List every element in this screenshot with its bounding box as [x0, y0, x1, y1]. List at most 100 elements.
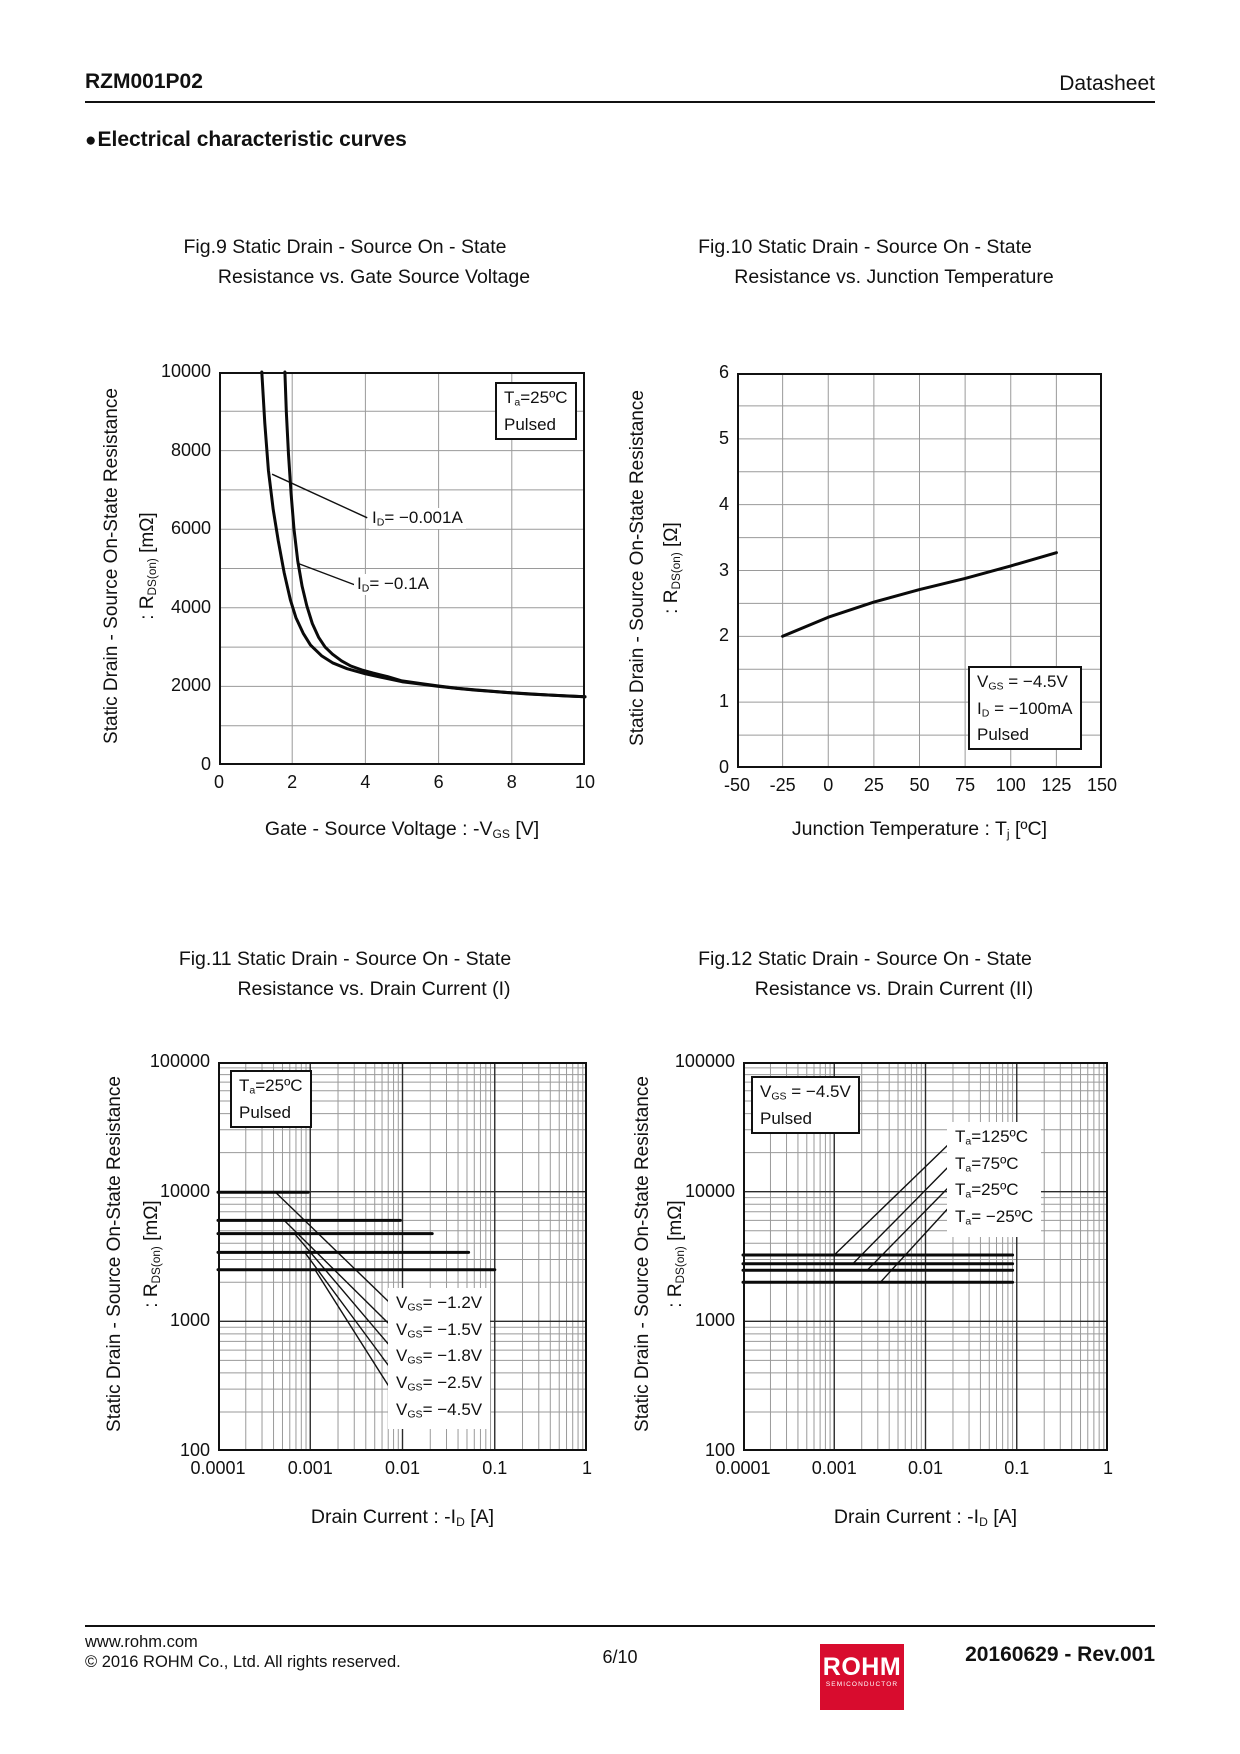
y-tick-label: 100000 — [674, 1051, 735, 1071]
x-tick-label: 150 — [1086, 775, 1118, 795]
x-tick-label: 1 — [1102, 1458, 1113, 1478]
x-tick-label: 0.01 — [907, 1458, 944, 1478]
y-tick-label: 10000 — [160, 361, 211, 381]
fig11-title: Fig.11 Static Drain - Source On - State … — [125, 944, 565, 1004]
rohm-logo-subtext: SEMICONDUCTOR — [825, 1681, 899, 1688]
chart-canvas — [216, 1062, 587, 1451]
x-tick-label: -50 — [723, 775, 750, 795]
fig9-conditions-box: Ta=25ºC Pulsed — [495, 382, 577, 440]
section-heading-text: Electrical characteristic curves — [97, 128, 407, 151]
y-tick-label: 0 — [200, 754, 211, 774]
header-rule — [85, 101, 1155, 103]
y-tick-label: 2000 — [170, 675, 211, 696]
fig10-x-axis-label: Junction Temperature : Tj [ºC] — [791, 818, 1048, 842]
fig10-condition-pulsed: Pulsed — [977, 725, 1029, 745]
y-tick-label: 8000 — [170, 439, 211, 460]
x-tick-label: 0.0001 — [190, 1458, 246, 1478]
x-tick-label: 75 — [955, 775, 976, 795]
fig11-title-line2: Resistance vs. Drain Current (I) — [237, 978, 511, 1000]
y-tick-label: 6000 — [170, 518, 211, 539]
x-tick-label: 25 — [863, 775, 884, 795]
x-tick-label: 2 — [287, 772, 298, 792]
fig12-plot: VGS = −4.5V Pulsed Ta=125ºC Ta=75ºC Ta=2… — [675, 1051, 1113, 1478]
fig11-condition-ta: Ta=25ºC — [239, 1076, 303, 1097]
fig11-legend: VGS= −1.2V VGS= −1.5V VGS= −1.8V VGS= −2… — [388, 1288, 491, 1430]
y-tick-label: 10000 — [159, 1180, 210, 1201]
y-tick-label: 4000 — [170, 596, 211, 617]
legend-item: Ta=75ºC — [955, 1153, 1019, 1175]
y-tick-label: 100 — [704, 1440, 735, 1460]
fig12-legend: Ta=125ºC Ta=75ºC Ta=25ºC Ta= −25ºC — [947, 1122, 1042, 1237]
x-tick-label: 0.0001 — [715, 1458, 771, 1478]
x-tick-label: -25 — [769, 775, 796, 795]
fig10-title: Fig.10 Static Drain - Source On - State … — [645, 232, 1085, 292]
fig12-title-line1: Fig.12 Static Drain - Source On - State — [698, 948, 1032, 970]
chart-series — [781, 551, 1058, 638]
fig12-y-axis-label: Static Drain - Source On-State Resistanc… — [632, 1076, 653, 1432]
fig9-y-axis-label: Static Drain - Source On-State Resistanc… — [101, 388, 122, 744]
x-tick-label: 100 — [995, 775, 1026, 795]
fig10-condition-id: ID = −100mA — [977, 698, 1073, 720]
doc-type: Datasheet — [1059, 72, 1155, 95]
page-number: 6/10 — [602, 1647, 638, 1667]
x-tick-label: 10 — [574, 772, 596, 792]
x-tick-label: 0.01 — [384, 1458, 421, 1478]
x-tick-label: 0 — [823, 775, 834, 795]
part-number: RZM001P02 — [85, 70, 203, 93]
bullet-icon: ● — [85, 130, 97, 151]
legend-item: VGS= −1.2V — [396, 1293, 483, 1314]
revision-label: 20160629 - Rev.001 — [965, 1643, 1155, 1666]
fig11-condition-pulsed: Pulsed — [239, 1102, 291, 1122]
footer-rule — [85, 1625, 1155, 1627]
fig11-y-axis-label: Static Drain - Source On-State Resistanc… — [104, 1076, 125, 1432]
fig11-plot: Ta=25ºC Pulsed VGS= −1.2V VGS= −1.5V VGS… — [150, 1051, 592, 1478]
x-tick-label: 6 — [433, 772, 444, 792]
fig10-title-line2: Resistance vs. Junction Temperature — [734, 266, 1054, 288]
x-tick-label: 1 — [581, 1458, 592, 1478]
y-tick-label: 1000 — [169, 1310, 210, 1331]
y-tick-label: 6 — [718, 362, 729, 382]
y-tick-label: 0 — [718, 757, 729, 777]
legend-item: Ta=125ºC — [955, 1127, 1029, 1148]
fig9-y-axis-unit: : RDS(on) [mΩ] — [137, 512, 159, 620]
y-tick-label: 3 — [718, 559, 729, 580]
fig11-x-axis-label: Drain Current : -ID [A] — [310, 1506, 495, 1530]
fig11-y-axis-unit: : RDS(on) [mΩ] — [141, 1200, 163, 1308]
fig10-conditions-box: VGS = −4.5V ID = −100mA Pulsed — [968, 666, 1082, 751]
fig11-conditions-box: Ta=25ºC Pulsed — [230, 1070, 312, 1128]
chart-canvas — [219, 370, 587, 765]
footer-copyright: © 2016 ROHM Co., Ltd. All rights reserve… — [85, 1653, 401, 1671]
legend-item: Ta=25ºC — [955, 1180, 1019, 1201]
y-tick-label: 1 — [718, 691, 729, 712]
fig9-plot: Ta=25ºC Pulsed ID= −0.001A ID= −0.1A 0 2 4… — [161, 361, 595, 792]
fig12-title-line2: Resistance vs. Drain Current (II) — [754, 978, 1034, 1000]
y-tick-label: 2 — [718, 625, 729, 646]
fig9-curve-label-id-0p1: ID= −0.1A — [354, 574, 432, 595]
x-tick-label: 0.1 — [1004, 1458, 1030, 1478]
fig9-title: Fig.9 Static Drain - Source On - State R… — [125, 232, 565, 292]
section-heading: ●Electrical characteristic curves — [85, 128, 407, 152]
fig9-condition-ta: Ta=25ºC — [504, 388, 568, 409]
legend-item: VGS= −1.5V — [396, 1319, 483, 1341]
y-tick-label: 10000 — [684, 1180, 735, 1201]
x-tick-label: 0.001 — [287, 1458, 333, 1478]
fig9-curve-label-id-0p001: ID= −0.001A — [369, 508, 466, 529]
y-tick-label: 4 — [718, 493, 729, 514]
chart-series — [283, 370, 587, 699]
fig12-x-axis-label: Drain Current : -ID [A] — [833, 1506, 1018, 1530]
legend-item: VGS= −4.5V — [396, 1399, 483, 1421]
legend-item: VGS= −1.8V — [396, 1346, 483, 1367]
x-tick-label: 50 — [909, 775, 930, 795]
rohm-logo: ROHM SEMICONDUCTOR — [820, 1644, 904, 1710]
fig12-y-axis-unit: : RDS(on) [mΩ] — [665, 1200, 687, 1308]
footer-url: www.rohm.com — [85, 1633, 198, 1651]
rohm-logo-text: ROHM — [822, 1653, 902, 1681]
x-tick-label: 8 — [506, 772, 517, 792]
y-tick-label: 5 — [718, 427, 729, 448]
x-tick-label: 0.001 — [811, 1458, 857, 1478]
x-tick-label: 0.1 — [482, 1458, 508, 1478]
x-tick-label: 125 — [1041, 775, 1072, 795]
fig11-title-line1: Fig.11 Static Drain - Source On - State — [178, 948, 512, 970]
fig12-title: Fig.12 Static Drain - Source On - State … — [645, 944, 1085, 1004]
